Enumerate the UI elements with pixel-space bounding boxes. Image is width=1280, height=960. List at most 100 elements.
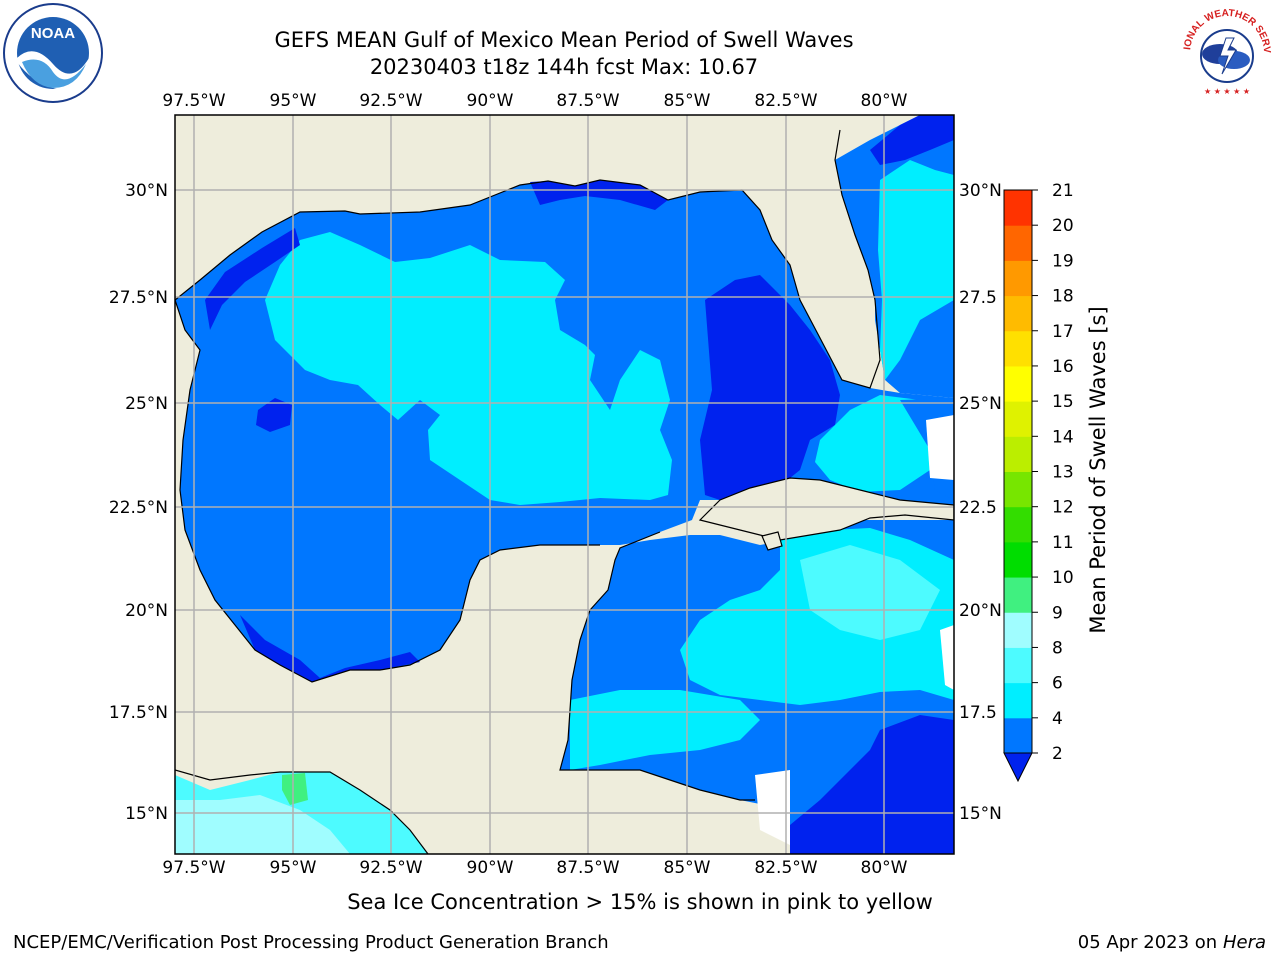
colorbar-tick-label: 18 (1052, 287, 1074, 307)
producer-credit: NCEP/EMC/Verification Post Processing Pr… (13, 932, 609, 953)
map-title: GEFS MEAN Gulf of Mexico Mean Period of … (274, 28, 854, 52)
lon-label-top: 87.5°W (556, 91, 619, 111)
colorbar-segment (1004, 471, 1032, 508)
lat-label-left: 25°N (125, 394, 168, 414)
undefined-mask-2 (940, 625, 954, 690)
gulf-darkblue-spot (256, 398, 292, 432)
colorbar-segment (1004, 541, 1032, 578)
lon-label-bottom: 95°W (270, 858, 317, 878)
colorbar-tick-label: 8 (1052, 638, 1063, 658)
lon-label-top: 97.5°W (162, 91, 225, 111)
colorbar-tick-label: 13 (1052, 463, 1074, 483)
nws-logo: NATIONAL WEATHER SERVICE ★ ★ ★ ★ ★ (1176, 2, 1276, 102)
colorbar-tick-label: 9 (1052, 603, 1063, 623)
gulf-darkblue-sw (240, 615, 420, 682)
colorbar-segment (1004, 506, 1032, 543)
lat-label-right: 17.5 (959, 703, 997, 723)
atlantic-darkblue-edge (870, 115, 954, 165)
pacific-lightcyan (175, 795, 350, 854)
run-host: Hera (1222, 932, 1266, 953)
colorbar: 2 4 6 8 9 10 11 12 13 14 15 16 17 18 19 20 21 (1003, 181, 1074, 783)
colorbar-segment (1004, 682, 1032, 719)
colorbar-tick-label: 20 (1052, 216, 1074, 236)
lon-labels: 97.5°W 95°W 92.5°W 90°W 87.5°W 85°W 82.5… (162, 91, 907, 878)
colorbar-tick-label: 12 (1052, 498, 1074, 518)
colorbar-segment (1004, 365, 1032, 402)
lat-label-left: 20°N (125, 601, 168, 621)
lon-label-bottom: 87.5°W (556, 858, 619, 878)
lat-label-left: 15°N (125, 804, 168, 824)
colorbar-tick-label: 2 (1052, 744, 1063, 764)
colorbar-segment (1004, 225, 1032, 261)
run-date: 05 Apr 2023 on Hera (1078, 932, 1266, 953)
graticule (175, 115, 954, 854)
coastlines (175, 129, 881, 854)
lon-label-bottom: 90°W (467, 858, 514, 878)
gulf-darkblue-east (700, 275, 840, 500)
lat-label-right: 27.5 (959, 288, 997, 308)
lat-label-left: 17.5°N (109, 703, 168, 723)
lat-label-right: 20°N (959, 601, 1002, 621)
colorbar-segment (1004, 260, 1032, 297)
caribbean-darkblue-se (790, 715, 954, 854)
lon-label-top: 85°W (664, 91, 711, 111)
colorbar-tick-label: 21 (1052, 181, 1074, 201)
cuba-island (698, 477, 954, 541)
colorbar-tick-label: 11 (1052, 533, 1074, 553)
straits-cyan-region (815, 395, 935, 492)
lon-label-top: 90°W (467, 91, 514, 111)
colorbar-tick-label: 10 (1052, 568, 1074, 588)
colorbar-tick-label: 19 (1052, 251, 1074, 271)
pacific-green-spot (282, 773, 308, 805)
lat-label-left: 30°N (125, 181, 168, 201)
lon-label-top: 95°W (270, 91, 317, 111)
undefined-mask-3 (755, 770, 790, 845)
lat-label-left: 27.5°N (109, 288, 168, 308)
lat-labels: 30°N 27.5°N 25°N 22.5°N 20°N 17.5°N 15°N… (109, 181, 1002, 824)
lat-label-right: 15°N (959, 804, 1002, 824)
colorbar-segment (1004, 401, 1032, 437)
colorbar-tick-label: 15 (1052, 392, 1074, 412)
colorbar-segment (1004, 190, 1032, 226)
map-panel (175, 115, 954, 854)
colorbar-segment (1004, 612, 1032, 648)
colorbar-segment (1004, 295, 1032, 332)
gulf-darkblue-ne (530, 180, 668, 210)
colorbar-segment (1004, 717, 1032, 754)
svg-text:★ ★ ★ ★ ★: ★ ★ ★ ★ ★ (1204, 87, 1250, 96)
colorbar-under-extension (1003, 752, 1033, 783)
map-subtitle: 20230403 t18z 144h fcst Max: 10.67 (369, 55, 759, 79)
run-date-text: 05 Apr 2023 on (1077, 932, 1223, 953)
colorbar-tick-label: 14 (1052, 427, 1074, 447)
lon-label-top: 80°W (861, 91, 908, 111)
colorbar-tick-label: 6 (1052, 674, 1063, 694)
lon-label-bottom: 80°W (861, 858, 908, 878)
sea-ice-note: Sea Ice Concentration > 15% is shown in … (347, 890, 933, 914)
colorbar-segment (1004, 330, 1032, 367)
lat-label-right: 22.5 (959, 498, 997, 518)
gulf-cyan-region (265, 232, 672, 505)
atlantic-cyan-region (878, 160, 954, 380)
colorbar-segment (1004, 647, 1032, 684)
lon-label-bottom: 85°W (664, 858, 711, 878)
lon-label-bottom: 82.5°W (754, 858, 817, 878)
noaa-logo-text: NOAA (31, 25, 75, 42)
colorbar-title: Mean Period of Swell Waves [s] (1086, 306, 1110, 634)
lon-label-top: 82.5°W (754, 91, 817, 111)
lon-label-bottom: 97.5°W (162, 858, 225, 878)
lat-label-right: 25°N (959, 394, 1002, 414)
colorbar-segment (1004, 577, 1032, 613)
lat-label-right: 30°N (959, 181, 1002, 201)
undefined-mask-1 (926, 415, 954, 480)
isle-of-youth (761, 531, 783, 551)
lat-label-left: 22.5°N (109, 498, 168, 518)
colorbar-tick-label: 16 (1052, 357, 1074, 377)
colorbar-tick-label: 4 (1052, 709, 1063, 729)
map-frame (174, 114, 955, 855)
caribbean-cyan-strip (570, 690, 760, 770)
lon-label-top: 92.5°W (359, 91, 422, 111)
lon-label-bottom: 92.5°W (359, 858, 422, 878)
caribbean-lightcyan-patch (800, 545, 940, 640)
noaa-logo: NOAA (3, 3, 103, 103)
